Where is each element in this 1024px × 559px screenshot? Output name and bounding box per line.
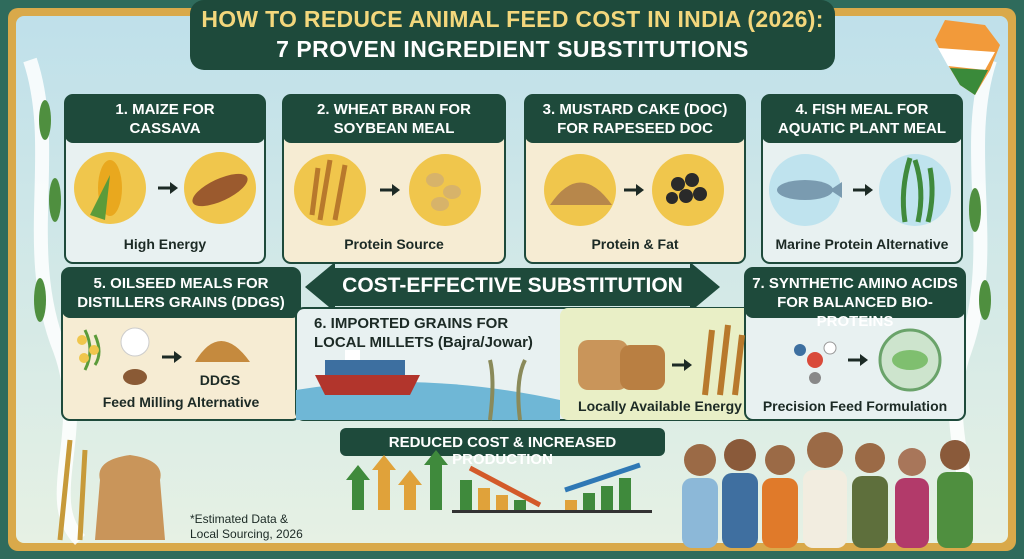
footnote-line: Local Sourcing, 2026 <box>190 527 303 541</box>
card-title: 3. MUSTARD CAKE (DOC) FOR RAPESEED DOC <box>525 100 745 138</box>
card-title: 2. WHEAT BRAN FOR SOYBEAN MEAL <box>283 100 505 138</box>
title-line: 7 PROVEN INGREDIENT SUBSTITUTIONS <box>276 36 749 62</box>
card-title-line: FOR BALANCED BIO-PROTEINS <box>777 294 933 330</box>
card-title-line: 6. IMPORTED GRAINS FOR <box>314 315 509 332</box>
card-title-line: DISTILLERS GRAINS (DDGS) <box>77 294 285 311</box>
bottom-label: REDUCED COST & INCREASED PRODUCTION <box>388 434 617 468</box>
card-title-line: CASSAVA <box>129 120 201 137</box>
card-caption: High Energy <box>123 236 207 252</box>
item-label: DDGS <box>199 372 241 388</box>
card-caption: Protein & Fat <box>591 236 679 252</box>
card-caption: Marine Protein Alternative <box>775 236 949 252</box>
card-title-line: 5. OILSEED MEALS FOR <box>93 275 269 292</box>
card-title-line: LOCAL MILLETS (Bajra/Jowar) <box>314 334 533 351</box>
card-title: 1. MAIZE FOR CASSAVA <box>65 100 265 138</box>
card-title: 6. IMPORTED GRAINS FOR LOCAL MILLETS (Baj… <box>300 314 560 352</box>
card-caption: Feed Milling Alternative <box>102 394 260 410</box>
card-title-line: 3. MUSTARD CAKE (DOC) <box>542 101 728 118</box>
footnote-line: *Estimated Data & <box>190 512 289 526</box>
card-title-line: SOYBEAN MEAL <box>333 120 455 137</box>
footnote: *Estimated Data & Local Sourcing, 2026 <box>190 512 340 542</box>
card-caption: Precision Feed Formulation <box>762 398 948 414</box>
banner: COST-EFFECTIVE SUBSTITUTION <box>342 274 683 297</box>
card-title: 5. OILSEED MEALS FOR DISTILLERS GRAINS (D… <box>62 274 300 312</box>
card-caption: Protein Source <box>344 236 444 252</box>
card-title: 4. FISH MEAL FOR AQUATIC PLANT MEAL <box>762 100 962 138</box>
card-title-line: 2. WHEAT BRAN FOR <box>317 101 471 118</box>
card-caption: Locally Available Energy <box>578 398 742 414</box>
card-title-line: 4. FISH MEAL FOR <box>795 101 929 118</box>
card-title-line: FOR RAPESEED DOC <box>557 120 713 137</box>
card-title-line: 1. MAIZE FOR <box>115 101 215 118</box>
title-line: HOW TO REDUCE ANIMAL FEED COST IN INDIA … <box>201 6 824 32</box>
card-title-line: AQUATIC PLANT MEAL <box>777 120 947 137</box>
card-title: 7. SYNTHETIC AMINO ACIDS FOR BALANCED BIO… <box>745 274 965 331</box>
card-title-line: 7. SYNTHETIC AMINO ACIDS <box>752 275 958 292</box>
